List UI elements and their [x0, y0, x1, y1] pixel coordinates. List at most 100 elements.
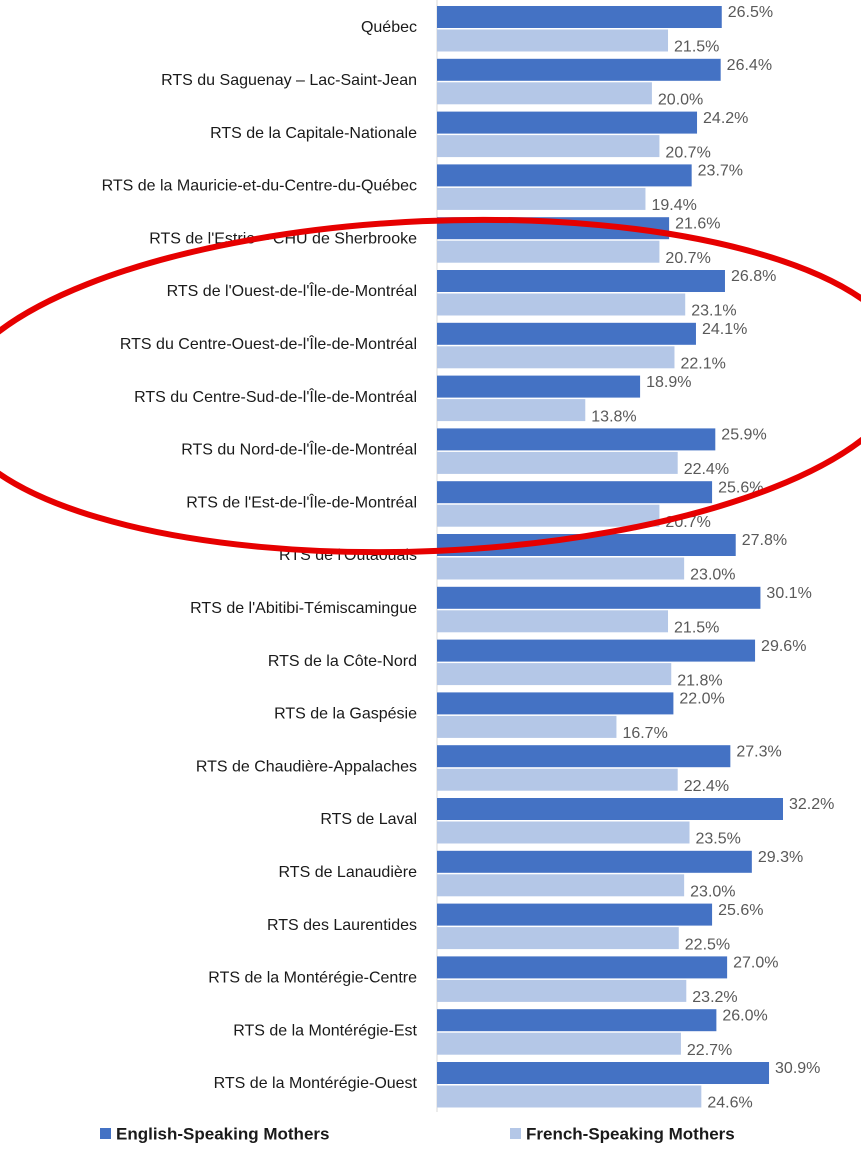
value-label: 32.2%	[789, 796, 834, 813]
bar	[437, 768, 678, 791]
bar	[437, 82, 652, 105]
value-label: 22.5%	[685, 936, 730, 953]
highlight-ellipse	[0, 216, 861, 556]
value-label: 26.0%	[722, 1007, 767, 1024]
value-label: 23.5%	[696, 831, 741, 848]
bar	[437, 874, 685, 897]
category-label: RTS de l'Estrie – CHU de Sherbrooke	[149, 230, 417, 247]
category-label: RTS de Laval	[320, 811, 417, 828]
value-label: 23.7%	[698, 163, 743, 180]
category-label: RTS de la Gaspésie	[274, 706, 417, 723]
legend-label: French-Speaking Mothers	[526, 1124, 735, 1143]
bar	[437, 715, 617, 738]
value-label: 20.7%	[665, 250, 710, 267]
bar	[437, 29, 669, 52]
value-label: 20.7%	[665, 144, 710, 161]
bar	[437, 451, 678, 474]
bar	[437, 821, 690, 844]
bar	[437, 956, 728, 979]
category-label: RTS du Saguenay – Lac-Saint-Jean	[161, 72, 417, 89]
category-label: RTS de la Capitale-Nationale	[210, 125, 417, 142]
category-label: RTS de la Côte-Nord	[268, 653, 417, 670]
bar	[437, 164, 692, 187]
category-label: RTS du Centre-Ouest-de-l'Île-de-Montréal	[120, 334, 417, 353]
bar	[437, 322, 696, 345]
value-label: 27.0%	[733, 955, 778, 972]
bar	[437, 534, 736, 556]
category-label: RTS des Laurentides	[267, 917, 417, 934]
value-label: 30.1%	[766, 585, 811, 602]
bar	[437, 58, 721, 81]
category-label: RTS de la Montérégie-Ouest	[214, 1075, 418, 1092]
bar	[437, 187, 646, 210]
value-label: 20.0%	[658, 92, 703, 109]
category-label: RTS de la Montérégie-Est	[233, 1022, 417, 1039]
value-label: 24.2%	[703, 110, 748, 127]
category-label: RTS de Lanaudière	[279, 864, 418, 881]
legend-swatch	[510, 1128, 521, 1139]
bar	[437, 850, 752, 873]
value-label: 29.3%	[758, 849, 803, 866]
bar	[437, 293, 686, 316]
category-label: Québec	[361, 19, 417, 36]
value-label: 25.6%	[718, 902, 763, 919]
plot-area: Québec 26.5% 21.5% RTS du Saguenay – Lac-Sa…	[100, 0, 834, 1143]
category-label: RTS de l'Ouest-de-l'Île-de-Montréal	[167, 281, 417, 300]
bar	[437, 1085, 702, 1108]
value-label: 24.6%	[707, 1095, 752, 1112]
value-label: 13.8%	[591, 408, 636, 425]
value-label: 21.6%	[675, 215, 720, 232]
bar	[437, 1062, 770, 1084]
bar	[437, 270, 725, 292]
bar	[437, 927, 679, 950]
value-label: 24.1%	[702, 321, 747, 338]
bar	[437, 903, 713, 926]
bar	[437, 663, 672, 686]
value-label: 23.0%	[690, 884, 735, 901]
value-label: 23.0%	[690, 567, 735, 584]
bar	[437, 481, 713, 504]
bar	[437, 135, 660, 158]
bar	[437, 1009, 717, 1032]
value-label: 25.9%	[721, 427, 766, 444]
value-label: 22.4%	[684, 778, 729, 795]
bar	[437, 639, 756, 662]
bar	[437, 428, 716, 451]
value-label: 21.8%	[677, 672, 722, 689]
bar	[437, 504, 660, 527]
value-label: 19.4%	[651, 197, 696, 214]
value-label: 22.7%	[687, 1042, 732, 1059]
legend-swatch	[100, 1128, 111, 1139]
bar	[437, 745, 731, 768]
value-label: 26.8%	[731, 268, 776, 285]
value-label: 22.0%	[679, 691, 724, 708]
bar	[437, 240, 660, 263]
bar	[437, 111, 698, 134]
bar	[437, 346, 675, 369]
category-label: RTS de la Mauricie-et-du-Centre-du-Québe…	[102, 178, 417, 195]
value-label: 25.6%	[718, 479, 763, 496]
value-label: 21.5%	[674, 620, 719, 637]
bar	[437, 798, 783, 820]
value-label: 21.5%	[674, 39, 719, 56]
bar	[437, 1032, 681, 1055]
value-label: 29.6%	[761, 638, 806, 655]
bar	[437, 557, 685, 580]
bar	[437, 692, 674, 715]
category-label: RTS de Chaudière-Appalaches	[196, 758, 417, 775]
value-label: 27.8%	[742, 532, 787, 549]
value-label: 30.9%	[775, 1060, 820, 1077]
value-label: 26.5%	[728, 4, 773, 21]
bar	[437, 375, 641, 398]
value-label: 23.2%	[692, 989, 737, 1006]
category-label: RTS du Centre-Sud-de-l'Île-de-Montréal	[134, 387, 417, 406]
bar	[437, 6, 722, 28]
value-label: 22.1%	[680, 356, 725, 373]
bar	[437, 979, 687, 1002]
value-label: 22.4%	[684, 461, 729, 478]
bar	[437, 610, 669, 633]
bar	[437, 586, 761, 609]
value-label: 16.7%	[622, 725, 667, 742]
category-label: RTS de la Montérégie-Centre	[208, 970, 417, 987]
